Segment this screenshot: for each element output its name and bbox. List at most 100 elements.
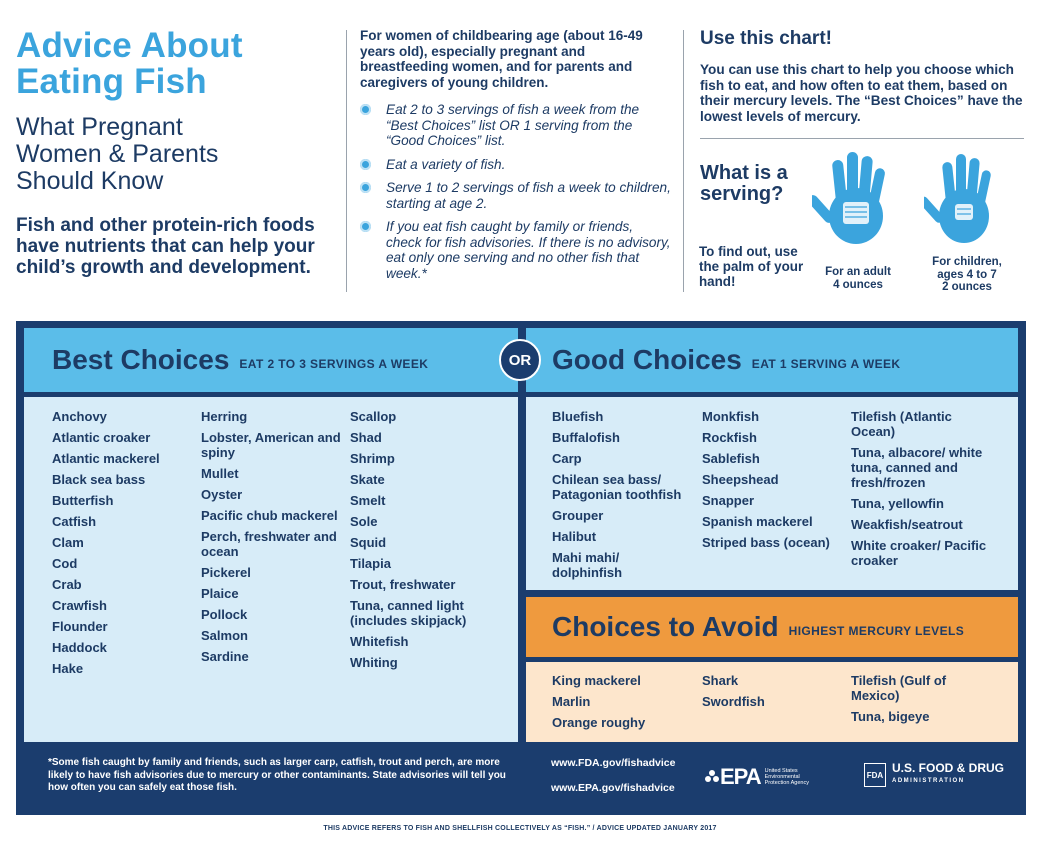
fish-item: Whitefish [350,634,409,649]
avoid-note: HIGHEST MERCURY LEVELS [788,624,965,638]
bullet-icon [360,221,371,232]
child-hand-icon [924,154,991,243]
fish-item: Halibut [552,529,597,544]
child-caption: For children, ages 4 to 7 2 ounces [932,256,1002,293]
fish-item: Butterfish [52,493,114,508]
use-chart-body: You can use this chart to help you choos… [700,62,1023,124]
fish-item: Tuna, albacore/ white tuna, canned and f… [851,445,983,490]
fish-item: Cod [52,556,78,571]
good-choices-title: Good Choices [552,344,742,375]
adult-hand-icon [812,152,885,244]
bullet-icon [360,182,371,193]
tip-item: If you eat fish caught by family or frie… [360,219,672,281]
fish-item: Black sea bass [52,472,146,487]
fish-item: Monkfish [702,409,760,424]
best-choices-title: Best Choices [52,344,230,375]
footnote: *Some fish caught by family and friends,… [48,757,506,793]
avoid-list: King mackerel Marlin Orange roughy Shark Sw… [526,662,1018,742]
tips-list: Eat 2 to 3 servings of fish a week from … [360,102,672,281]
divider-right [683,30,684,292]
tip-item: Eat a variety of fish. [360,157,672,173]
fish-item: Chilean sea bass/ Patagonian toothfish [552,472,682,502]
epa-link[interactable]: www.EPA.gov/fishadvice [551,782,675,794]
fish-item: King mackerel [552,673,641,688]
page-title: Advice About Eating Fish [16,28,336,100]
serving-title: What is a serving? [700,162,788,205]
audience-text: For women of childbearing age (about 16-… [360,28,643,90]
page-subtitle: What Pregnant Women & Parents Should Kno… [16,114,336,195]
bullet-icon [360,104,371,115]
title-line-1: Advice About [16,26,243,65]
use-chart-block: Use this chart! You can use this chart t… [700,28,1030,124]
fish-item: Tuna, yellowfin [851,496,944,511]
fish-item: Perch, freshwater and ocean [201,529,337,559]
epa-logo: EPA United States Environmental Protecti… [704,764,825,790]
fish-item: Sole [350,514,378,529]
fish-item: Weakfish/seatrout [851,517,963,532]
best-col-1: Anchovy Atlantic croaker Atlantic mackerel… [52,409,192,682]
good-choices-note: EAT 1 SERVING A WEEK [751,357,901,371]
subtitle-line-2: Women & Parents [16,140,219,168]
avoid-header: Choices to Avoid HIGHEST MERCURY LEVELS [526,597,1018,657]
best-choices-list: Anchovy Atlantic croaker Atlantic mackerel… [24,397,518,742]
epa-flower-icon [705,770,719,782]
divider-left [346,30,347,292]
bottom-note: THIS ADVICE REFERS TO FISH AND SHELLFISH… [323,825,717,832]
fish-item: Clam [52,535,84,550]
tip-item: Eat 2 to 3 servings of fish a week from … [360,102,672,149]
fish-item: Salmon [201,628,248,643]
fish-item: Atlantic mackerel [52,451,160,466]
fish-item: Marlin [552,694,591,709]
fish-item: Buffalofish [552,430,620,445]
fish-item: Crab [52,577,82,592]
adult-caption: For an adult 4 ounces [825,266,891,291]
fish-item: Lobster, American and spiny [201,430,341,460]
epa-mark: EPA [720,764,762,789]
fda-logo: FDA U.S. FOOD & DRUG ADMINISTRATION [864,762,1004,788]
fish-item: Snapper [702,493,755,508]
use-chart-title: Use this chart! [700,28,832,49]
avoid-col-2: Shark Swordfish [702,673,842,715]
serving-body: To find out, use the palm of your hand! [699,244,804,289]
avoid-title: Choices to Avoid [552,611,779,642]
fish-item: White croaker/ Pacific croaker [851,538,987,568]
fda-link[interactable]: www.FDA.gov/fishadvice [551,757,676,769]
fish-item: Grouper [552,508,604,523]
or-badge: OR [499,339,541,381]
fish-item: Tilapia [350,556,391,571]
avoid-col-1: King mackerel Marlin Orange roughy [552,673,692,736]
fish-item: Mullet [201,466,239,481]
fish-item: Oyster [201,487,243,502]
title-block: Advice About Eating Fish What Pregnant W… [16,28,336,279]
good-choices-header: Good Choices EAT 1 SERVING A WEEK [526,328,1018,392]
avoid-col-3: Tilefish (Gulf of Mexico) Tuna, bigeye [851,673,991,730]
fish-item: Catfish [52,514,97,529]
fish-item: Smelt [350,493,386,508]
good-col-1: Bluefish Buffalofish Carp Chilean sea bass/… [552,409,692,586]
fda-name: U.S. FOOD & DRUG [892,761,1005,775]
fish-item: Bluefish [552,409,604,424]
fish-item: Orange roughy [552,715,646,730]
fish-item: Striped bass (ocean) [702,535,830,550]
best-choices-header: Best Choices EAT 2 TO 3 SERVINGS A WEEK [24,328,518,392]
fish-item: Spanish mackerel [702,514,813,529]
fish-item: Tilefish (Atlantic Ocean) [851,409,952,439]
fish-item: Shrimp [350,451,395,466]
fish-item: Pickerel [201,565,251,580]
epa-agency: United States Environmental Protection A… [764,768,809,786]
fish-item: Rockfish [702,430,757,445]
fish-item: Scallop [350,409,397,424]
fish-item: Crawfish [52,598,107,613]
fish-item: Sheepshead [702,472,779,487]
fish-item: Haddock [52,640,107,655]
fish-item: Tuna, canned light (includes skipjack) [350,598,467,628]
fish-item: Plaice [201,586,239,601]
advice-block: For women of childbearing age (about 16-… [360,28,672,289]
fish-item: Hake [52,661,84,676]
fish-item: Pollock [201,607,248,622]
best-choices-note: EAT 2 TO 3 SERVINGS A WEEK [239,357,429,371]
fish-item: Whiting [350,655,398,670]
fda-admin: ADMINISTRATION [892,778,965,784]
fish-item: Trout, freshwater [350,577,456,592]
fish-item: Tilefish (Gulf of Mexico) [851,673,947,703]
